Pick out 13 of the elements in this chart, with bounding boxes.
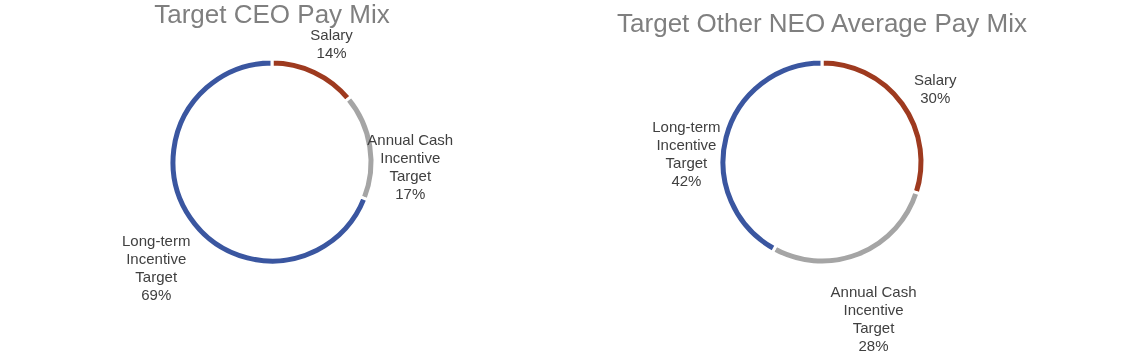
slice-label: Salary [914, 70, 958, 88]
slice-label: Annual Cash Incentive Target [367, 131, 454, 185]
slice-label: Annual Cash Incentive Target [830, 283, 917, 337]
data-label: 30% [920, 88, 951, 106]
chart-title: Target Other NEO Average Pay Mix [617, 8, 1027, 38]
slice-label: Long-term Incentive Target [122, 231, 191, 285]
data-label: 17% [395, 185, 426, 203]
chart-title: Target CEO Pay Mix [154, 0, 390, 30]
data-label: 69% [141, 285, 172, 303]
data-label: 14% [316, 44, 347, 62]
slice-label: Long-term Incentive Target [652, 118, 721, 172]
data-label: 42% [671, 172, 702, 190]
data-label: 28% [858, 337, 889, 355]
